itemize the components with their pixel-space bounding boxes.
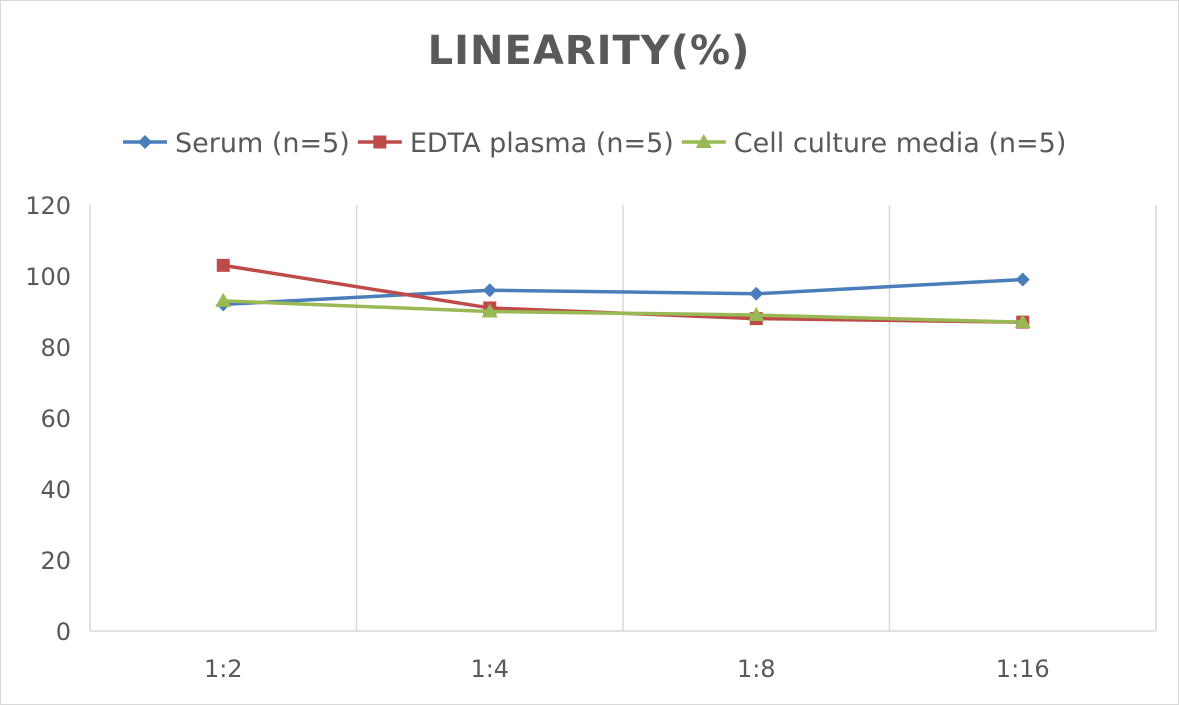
- data-point-marker: [482, 283, 497, 298]
- y-axis: 0 20 40 60 80 100 120: [25, 192, 71, 646]
- data-point-marker: [481, 303, 498, 318]
- legend-marker: [138, 135, 152, 149]
- data-point-marker: [215, 292, 232, 307]
- y-tick-label: 120: [25, 192, 71, 220]
- series-line: [223, 299, 1023, 324]
- data-point-marker: [748, 307, 765, 322]
- chart-gridlines: [89, 205, 1157, 632]
- y-tick-label: 0: [56, 618, 71, 646]
- x-tick-label: 1:8: [737, 655, 776, 683]
- chart-series: [215, 258, 1031, 329]
- y-tick-label: 100: [25, 263, 71, 291]
- legend-label: Cell culture media (n=5): [734, 128, 1067, 159]
- data-point-marker: [1014, 314, 1031, 329]
- y-tick-label: 20: [40, 547, 71, 575]
- y-tick-label: 60: [40, 405, 71, 433]
- y-tick-label: 80: [40, 334, 71, 362]
- data-point-marker: [216, 258, 230, 272]
- chart-legend: Serum (n=5) EDTA plasma (n=5) Cell culture…: [123, 128, 1066, 159]
- legend-item: Cell culture media (n=5): [681, 128, 1067, 159]
- data-point-marker: [749, 286, 764, 301]
- x-axis: 1:2 1:4 1:8 1:16: [204, 655, 1050, 683]
- legend-label: Serum (n=5): [175, 128, 350, 159]
- legend-marker: [695, 134, 712, 148]
- legend-marker: [373, 135, 387, 149]
- y-tick-label: 40: [40, 476, 71, 504]
- x-tick-label: 1:4: [470, 655, 509, 683]
- legend-label: EDTA plasma (n=5): [410, 128, 674, 159]
- series-line: [223, 277, 1023, 307]
- series-3: [215, 292, 1031, 329]
- legend-item: EDTA plasma (n=5): [357, 128, 674, 159]
- data-point-marker: [1015, 272, 1030, 287]
- x-tick-label: 1:16: [996, 655, 1050, 683]
- legend-item: Serum (n=5): [123, 128, 350, 159]
- x-tick-label: 1:2: [204, 655, 243, 683]
- chart-title: LINEARITY(%): [428, 28, 751, 74]
